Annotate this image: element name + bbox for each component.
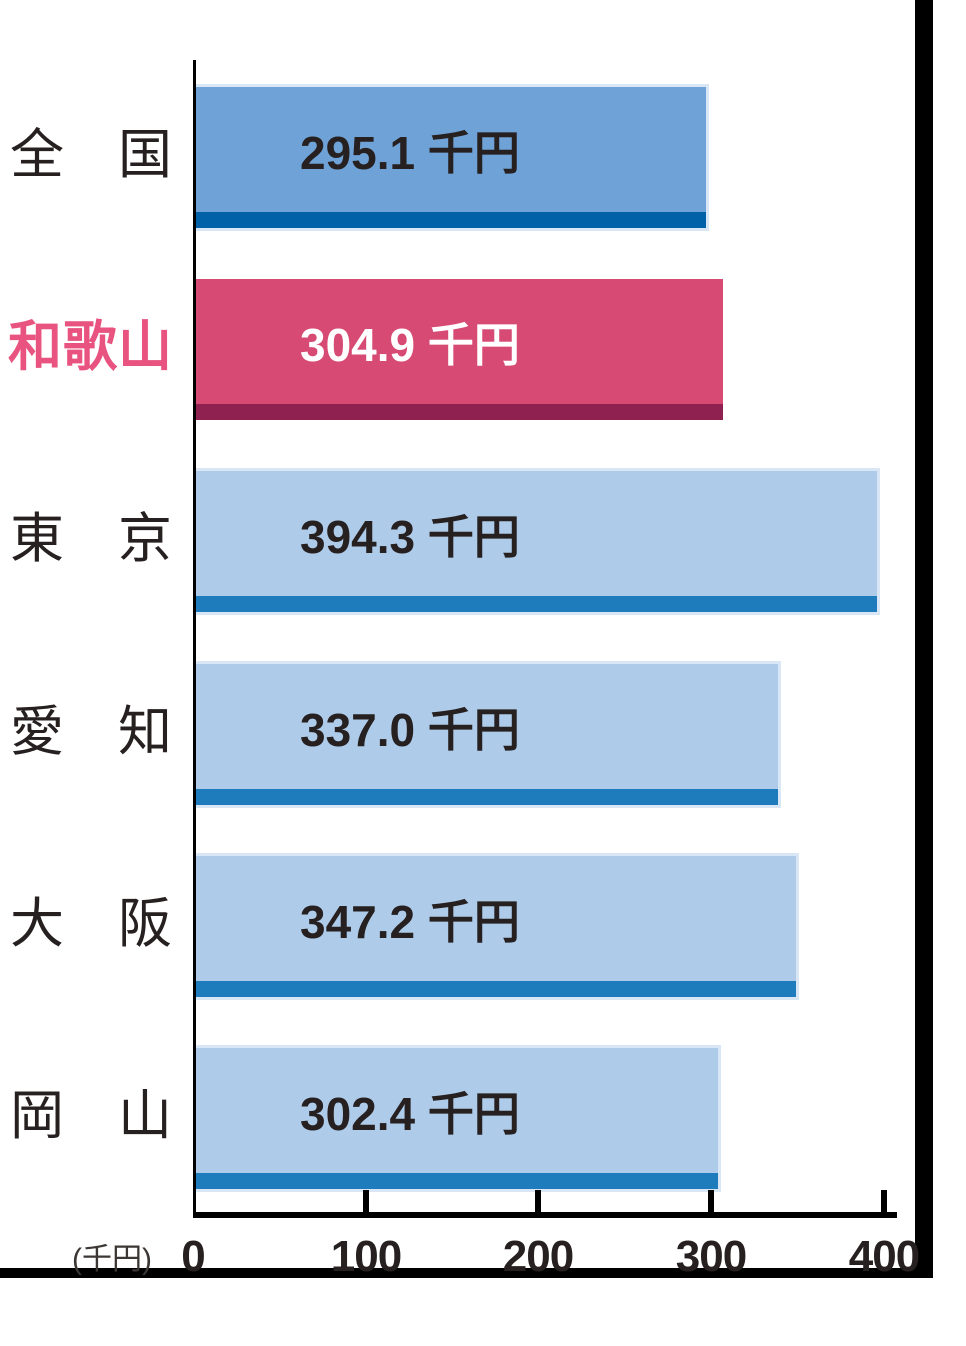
- bar: 347.2 千円: [196, 856, 796, 997]
- bar-row: 愛 知 337.0 千円: [0, 664, 966, 805]
- bar-row: 岡 山 302.4 千円: [0, 1048, 966, 1189]
- bar-bottom-strip: [196, 1173, 718, 1189]
- bar-bottom-strip: [196, 596, 877, 612]
- category-label: 東 京: [10, 509, 172, 569]
- bar-main: 347.2 千円: [196, 856, 796, 981]
- bar-main: 304.9 千円: [196, 279, 723, 404]
- category-label: 全 国: [10, 125, 172, 185]
- x-axis-tick-label: 400: [848, 1232, 920, 1281]
- bar: 304.9 千円: [196, 279, 723, 420]
- axis-unit-label: (千円): [72, 1243, 152, 1276]
- bar-main: 337.0 千円: [196, 664, 778, 789]
- bar-value-label: 347.2 千円: [300, 895, 520, 948]
- x-axis-tick-label: 100: [330, 1232, 402, 1281]
- x-axis-tick-label: 300: [675, 1232, 747, 1281]
- category-label: 愛 知: [10, 702, 172, 762]
- category-label: 大 阪: [10, 894, 172, 954]
- page-border-right: [915, 0, 933, 1278]
- x-axis-tick: [881, 1190, 887, 1218]
- bar-row: 大 阪 347.2 千円: [0, 856, 966, 997]
- bar: 337.0 千円: [196, 664, 778, 805]
- bar-row: 全 国 295.1 千円: [0, 87, 966, 228]
- bar-main: 302.4 千円: [196, 1048, 718, 1173]
- bar-bottom-strip: [196, 789, 778, 805]
- bar: 394.3 千円: [196, 471, 877, 612]
- bar-bottom-strip: [196, 212, 706, 228]
- x-axis-tick-label: 200: [502, 1232, 574, 1281]
- bar: 302.4 千円: [196, 1048, 718, 1189]
- x-axis-tick: [535, 1190, 541, 1218]
- bar-value-label: 302.4 千円: [300, 1087, 520, 1140]
- bar-value-label: 394.3 千円: [300, 510, 520, 563]
- x-axis-tick: [363, 1190, 369, 1218]
- bar-row: 和歌山 304.9 千円: [0, 279, 966, 420]
- bar-bottom-strip: [196, 981, 796, 997]
- category-label: 和歌山: [8, 317, 173, 377]
- bar-bottom-strip: [196, 404, 723, 420]
- bar-main: 295.1 千円: [196, 87, 706, 212]
- x-axis-line: [193, 1212, 897, 1218]
- page-border-bottom: [0, 1268, 933, 1278]
- bar-value-label: 295.1 千円: [300, 126, 520, 179]
- bar-row: 東 京 394.3 千円: [0, 471, 966, 612]
- bar-value-label: 337.0 千円: [300, 703, 520, 756]
- x-axis-tick: [708, 1190, 714, 1218]
- bar: 295.1 千円: [196, 87, 706, 228]
- x-axis-tick-label: 0: [181, 1232, 205, 1281]
- bar-value-label: 304.9 千円: [300, 318, 520, 371]
- y-axis-line: [193, 60, 196, 1218]
- bar-main: 394.3 千円: [196, 471, 877, 596]
- category-label: 岡 山: [10, 1086, 172, 1146]
